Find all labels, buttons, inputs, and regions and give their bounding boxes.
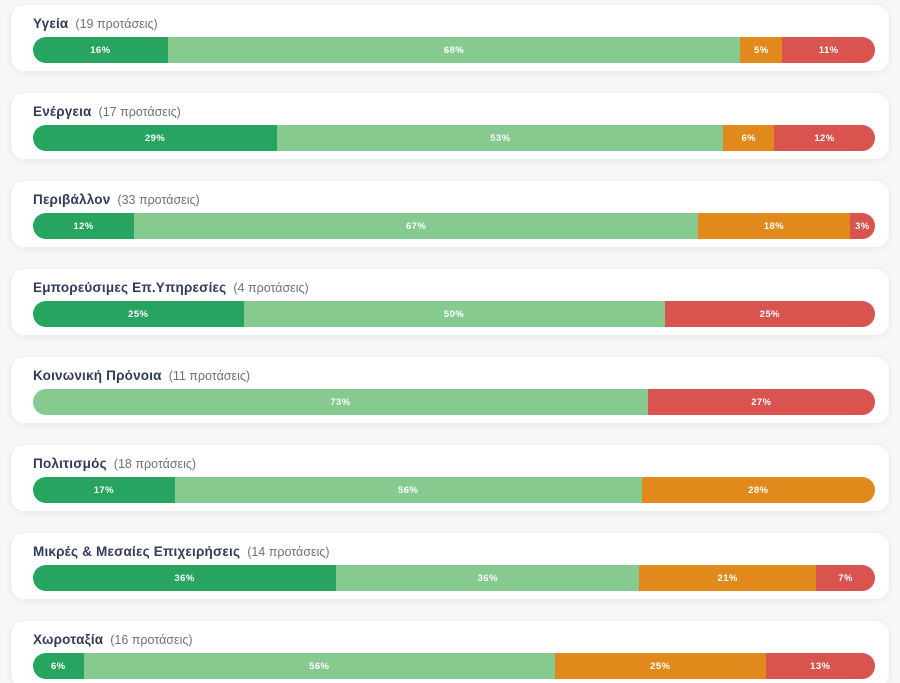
category-label: Εμπορεύσιμες Επ.Υπηρεσίες	[33, 280, 227, 295]
bar-segment-positive: 29%	[33, 125, 278, 151]
bar-segment-positive: 12%	[33, 213, 135, 239]
category-header: Μικρές & Μεσαίες Επιχειρήσεις (14 προτάσε…	[33, 544, 875, 560]
bar-segment-somewhat_positive: 56%	[174, 477, 642, 503]
proposal-count: (14 προτάσεις)	[247, 545, 330, 559]
category-header: Κοινωνική Πρόνοια (11 προτάσεις)	[33, 368, 875, 384]
bar-segment-somewhat_negative: 6%	[723, 125, 774, 151]
bar-segment-somewhat_negative: 18%	[698, 213, 850, 239]
category-header: Ενέργεια (17 προτάσεις)	[33, 104, 875, 120]
bar-segment-negative: 27%	[647, 389, 875, 415]
bar-segment-negative: 3%	[849, 213, 875, 239]
category-label: Κοινωνική Πρόνοια	[33, 368, 162, 383]
bar-segment-somewhat_negative: 25%	[555, 653, 766, 679]
bar-segment-positive: 17%	[33, 477, 175, 503]
category-header: Περιβάλλον (33 προτάσεις)	[33, 192, 875, 208]
proposal-count: (17 προτάσεις)	[98, 105, 181, 119]
stacked-bar: 25% 50% 25%	[33, 301, 875, 327]
proposal-count: (4 προτάσεις)	[233, 281, 309, 295]
bar-segment-positive: 25%	[33, 301, 244, 327]
bar-segment-negative: 25%	[664, 301, 875, 327]
bar-segment-somewhat_positive: 50%	[243, 301, 665, 327]
category-card: Κοινωνική Πρόνοια (11 προτάσεις) 73% 27%	[10, 356, 890, 424]
bar-segment-negative: 11%	[782, 37, 875, 63]
category-label: Περιβάλλον	[33, 192, 111, 207]
proposal-count: (11 προτάσεις)	[168, 369, 251, 383]
stacked-bar: 73% 27%	[33, 389, 875, 415]
category-label: Υγεία	[33, 16, 69, 31]
proposal-count: (16 προτάσεις)	[110, 633, 193, 647]
bar-segment-somewhat_positive: 73%	[33, 389, 648, 415]
category-card: Ενέργεια (17 προτάσεις) 29% 53% 6% 12%	[10, 92, 890, 160]
bar-segment-positive: 16%	[33, 37, 168, 63]
bar-segment-negative: 12%	[773, 125, 875, 151]
bar-segment-somewhat_positive: 67%	[134, 213, 699, 239]
stacked-bar: 36% 36% 21% 7%	[33, 565, 875, 591]
bar-segment-somewhat_positive: 68%	[167, 37, 741, 63]
stacked-bar: 12% 67% 18% 3%	[33, 213, 875, 239]
stacked-bar: 16% 68% 5% 11%	[33, 37, 875, 63]
category-label: Ενέργεια	[33, 104, 92, 119]
bar-segment-somewhat_positive: 36%	[336, 565, 640, 591]
category-label: Μικρές & Μεσαίες Επιχειρήσεις	[33, 544, 241, 559]
bar-segment-somewhat_positive: 56%	[83, 653, 556, 679]
category-header: Χωροταξία (16 προτάσεις)	[33, 632, 875, 648]
proposal-count: (19 προτάσεις)	[75, 17, 158, 31]
bar-segment-somewhat_negative: 21%	[639, 565, 817, 591]
category-card: Πολιτισμός (18 προτάσεις) 17% 56% 28%	[10, 444, 890, 512]
proposal-count: (18 προτάσεις)	[113, 457, 197, 471]
stacked-bar: 17% 56% 28%	[33, 477, 875, 503]
proposal-count: (33 προτάσεις)	[117, 193, 200, 207]
category-header: Πολιτισμός (18 προτάσεις)	[33, 456, 875, 472]
category-header: Εμπορεύσιμες Επ.Υπηρεσίες (4 προτάσεις)	[33, 280, 875, 296]
bar-segment-negative: 13%	[765, 653, 875, 679]
category-label: Πολιτισμός	[33, 456, 107, 471]
stacked-bar: 29% 53% 6% 12%	[33, 125, 875, 151]
bar-segment-negative: 7%	[816, 565, 875, 591]
category-card: Χωροταξία (16 προτάσεις) 6% 56% 25% 13%	[10, 620, 890, 683]
category-label: Χωροταξία	[33, 632, 104, 647]
bar-segment-positive: 6%	[33, 653, 84, 679]
category-header: Υγεία (19 προτάσεις)	[33, 16, 875, 32]
category-card: Περιβάλλον (33 προτάσεις) 12% 67% 18% 3%	[10, 180, 890, 248]
bar-segment-somewhat_negative: 5%	[740, 37, 783, 63]
stacked-bar: 6% 56% 25% 13%	[33, 653, 875, 679]
bar-segment-somewhat_positive: 53%	[277, 125, 724, 151]
bar-segment-somewhat_negative: 28%	[641, 477, 875, 503]
category-card: Μικρές & Μεσαίες Επιχειρήσεις (14 προτάσε…	[10, 532, 890, 600]
category-card: Εμπορεύσιμες Επ.Υπηρεσίες (4 προτάσεις) 2…	[10, 268, 890, 336]
category-card: Υγεία (19 προτάσεις) 16% 68% 5% 11%	[10, 4, 890, 72]
bar-segment-positive: 36%	[33, 565, 337, 591]
